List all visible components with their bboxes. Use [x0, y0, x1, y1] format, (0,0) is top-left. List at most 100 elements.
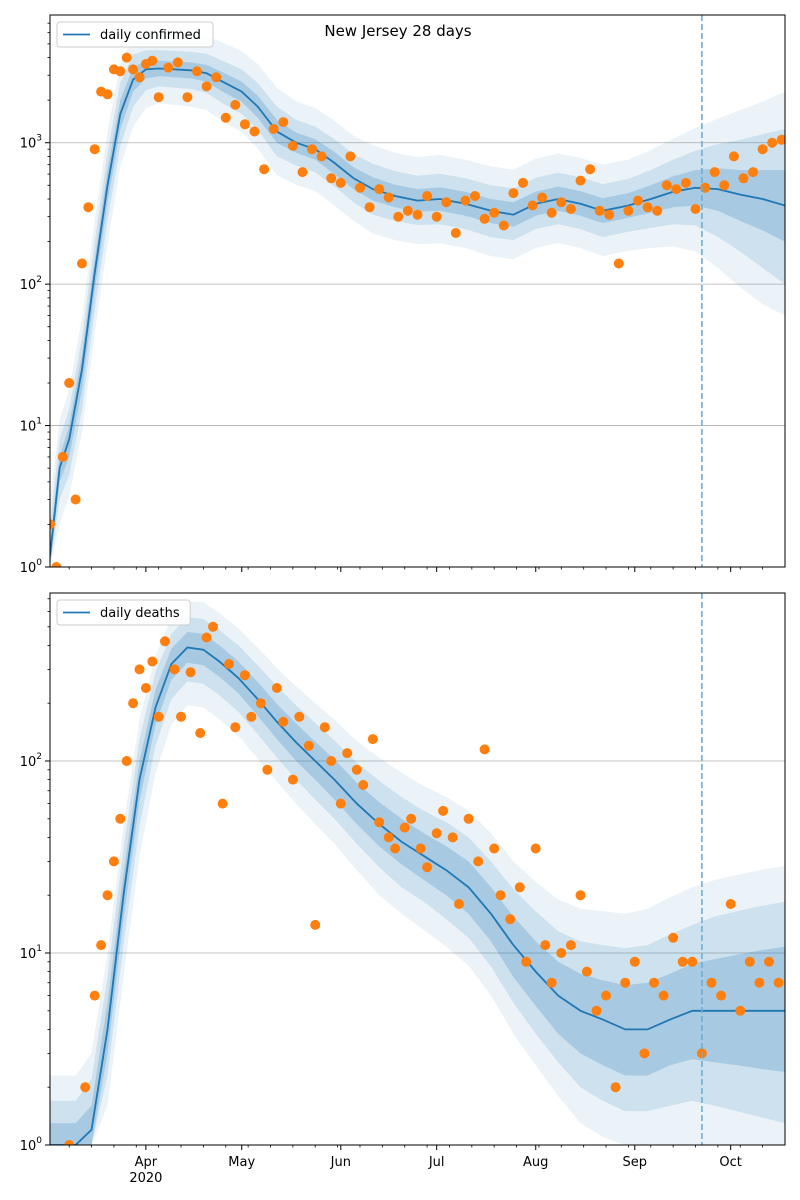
data-point: [319, 722, 330, 733]
data-point: [316, 151, 327, 162]
data-point: [201, 632, 212, 643]
data-point: [345, 151, 356, 162]
data-point: [134, 664, 145, 675]
data-point: [677, 956, 688, 967]
data-point: [581, 966, 592, 977]
x-tick-label: Oct: [719, 1155, 741, 1170]
legend-label: daily deaths: [100, 606, 180, 621]
data-point: [374, 184, 385, 195]
data-point: [335, 798, 346, 809]
data-point: [447, 832, 458, 843]
band-inner: [50, 60, 785, 567]
data-point: [585, 164, 596, 175]
band-middle: [50, 617, 785, 1145]
data-point: [102, 89, 113, 100]
data-point: [297, 167, 308, 178]
data-point: [390, 843, 401, 854]
data-point: [540, 940, 551, 951]
data-point: [498, 220, 509, 231]
data-point: [460, 195, 471, 206]
data-point: [57, 451, 68, 462]
data-point: [716, 990, 727, 1001]
x-tick-label: May: [228, 1155, 255, 1170]
data-point: [262, 764, 273, 775]
data-point: [278, 716, 289, 727]
data-point: [89, 990, 100, 1001]
plot-area: [50, 32, 785, 567]
data-point: [706, 977, 717, 988]
data-point: [610, 1082, 621, 1093]
data-point: [64, 378, 75, 388]
data-point: [172, 57, 183, 68]
legend: daily confirmed: [56, 21, 214, 48]
data-point: [255, 698, 266, 709]
data-point: [773, 977, 784, 988]
data-point: [224, 659, 234, 669]
data-point: [709, 167, 720, 178]
x-tick-label: Apr: [135, 1155, 158, 1170]
data-point: [140, 683, 151, 693]
data-point: [278, 117, 289, 128]
data-point: [642, 202, 653, 213]
data-point: [51, 562, 62, 567]
data-point: [169, 664, 180, 675]
data-point: [601, 990, 611, 1001]
data-point: [639, 1048, 650, 1059]
data-point: [518, 177, 528, 188]
data-point: [383, 192, 394, 203]
data-point: [728, 151, 739, 162]
x-tick-label: Jun: [330, 1155, 351, 1170]
band-outer: [50, 32, 785, 567]
data-point: [556, 948, 567, 958]
data-point: [406, 813, 417, 824]
data-point: [479, 744, 490, 755]
data-point: [687, 956, 698, 967]
data-point: [546, 207, 557, 218]
data-point: [757, 144, 768, 155]
data-point: [412, 209, 423, 220]
data-point: [537, 192, 548, 203]
data-point: [463, 813, 474, 824]
data-point: [776, 134, 785, 145]
data-point: [64, 1140, 75, 1145]
data-point: [649, 977, 659, 988]
data-point: [422, 191, 433, 201]
data-point: [565, 940, 576, 951]
data-point: [192, 66, 202, 77]
data-point: [441, 197, 452, 208]
series-line: [50, 646, 785, 1145]
data-point: [575, 175, 586, 186]
deaths-chart: 100 101 102 Apr May Jun Jul Aug Sep Oct 2020 daily …: [20, 592, 786, 1186]
data-point: [230, 722, 241, 733]
data-point: [153, 92, 164, 103]
data-point: [508, 188, 519, 199]
data-point: [115, 813, 126, 824]
data-point: [367, 734, 378, 745]
data-point: [77, 258, 87, 269]
data-point: [83, 202, 94, 213]
data-point: [613, 258, 624, 269]
data-point: [287, 774, 298, 785]
y-tick-label: 102: [20, 275, 42, 293]
data-point: [134, 72, 145, 83]
data-point: [594, 205, 605, 216]
data-point: [652, 205, 663, 216]
data-point: [495, 890, 506, 901]
data-point: [438, 805, 449, 816]
data-point: [326, 173, 337, 184]
data-point: [96, 940, 107, 951]
data-point: [121, 52, 132, 63]
data-point: [121, 756, 132, 766]
data-point: [176, 711, 186, 722]
data-point: [505, 914, 516, 925]
data-point: [211, 72, 222, 83]
data-point: [556, 197, 567, 208]
data-point: [70, 494, 81, 505]
data-point: [620, 977, 631, 988]
data-point: [310, 919, 321, 930]
data-point: [668, 932, 679, 943]
data-point: [383, 832, 394, 843]
data-point: [182, 92, 193, 103]
data-point: [160, 636, 170, 647]
data-point: [351, 764, 362, 775]
